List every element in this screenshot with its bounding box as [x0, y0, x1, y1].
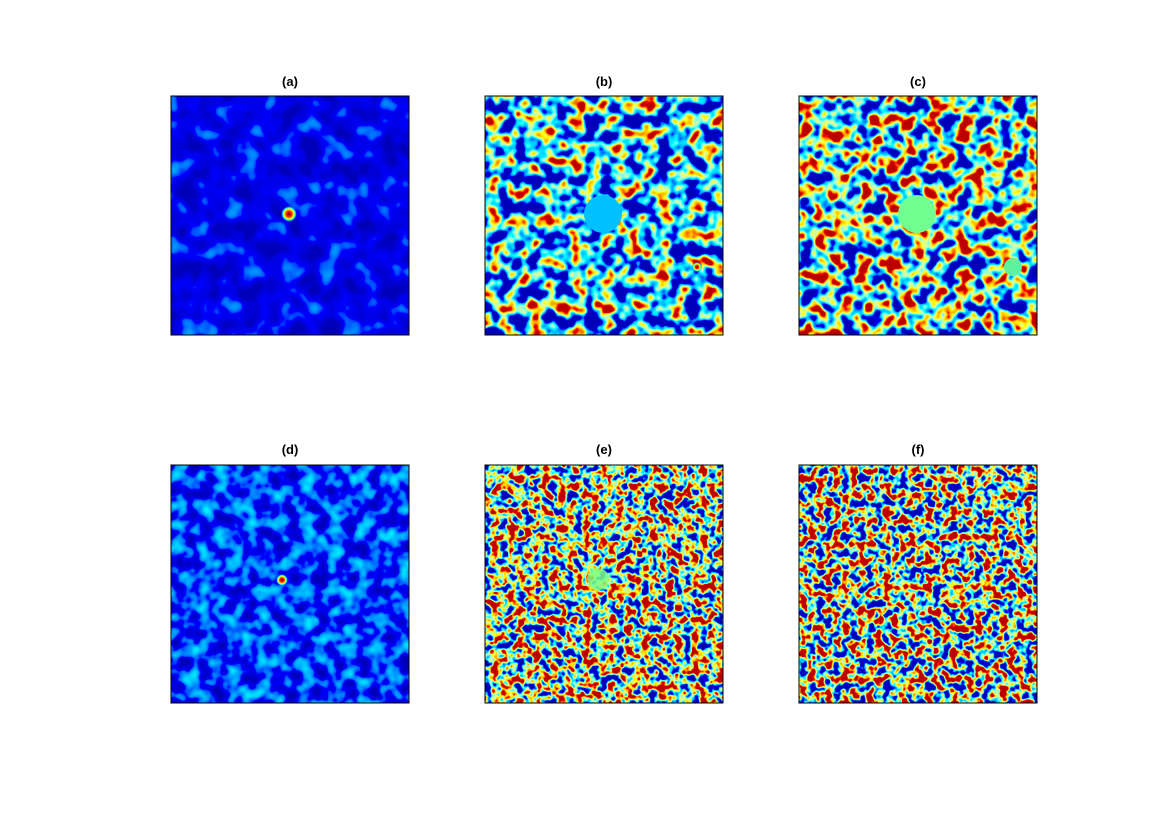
panel: (f) — [798, 442, 1038, 704]
frame — [798, 464, 1038, 704]
panel-title: (d) — [282, 442, 299, 457]
panel: (c) — [798, 74, 1038, 336]
hot-spot — [276, 574, 288, 586]
masked-region — [898, 195, 936, 233]
masked-region — [1004, 258, 1022, 276]
heatmap — [171, 465, 409, 703]
frame — [170, 464, 410, 704]
panel-title: (e) — [596, 442, 612, 457]
panel-title: (c) — [910, 74, 926, 89]
panel-title: (a) — [282, 74, 298, 89]
masked-region — [584, 195, 622, 233]
frame — [170, 95, 410, 336]
panel: (b) — [484, 74, 724, 336]
heatmap — [799, 465, 1037, 703]
panel: (a) — [170, 74, 410, 336]
frame — [798, 95, 1038, 336]
panel: (d) — [170, 442, 410, 704]
frame — [484, 95, 724, 336]
masked-region — [587, 568, 609, 590]
hot-spot — [281, 206, 297, 222]
panel: (e) — [484, 442, 724, 704]
panel-title: (b) — [596, 74, 613, 89]
hot-spot — [692, 262, 702, 272]
frame — [484, 464, 724, 704]
panel-title: (f) — [912, 442, 925, 457]
